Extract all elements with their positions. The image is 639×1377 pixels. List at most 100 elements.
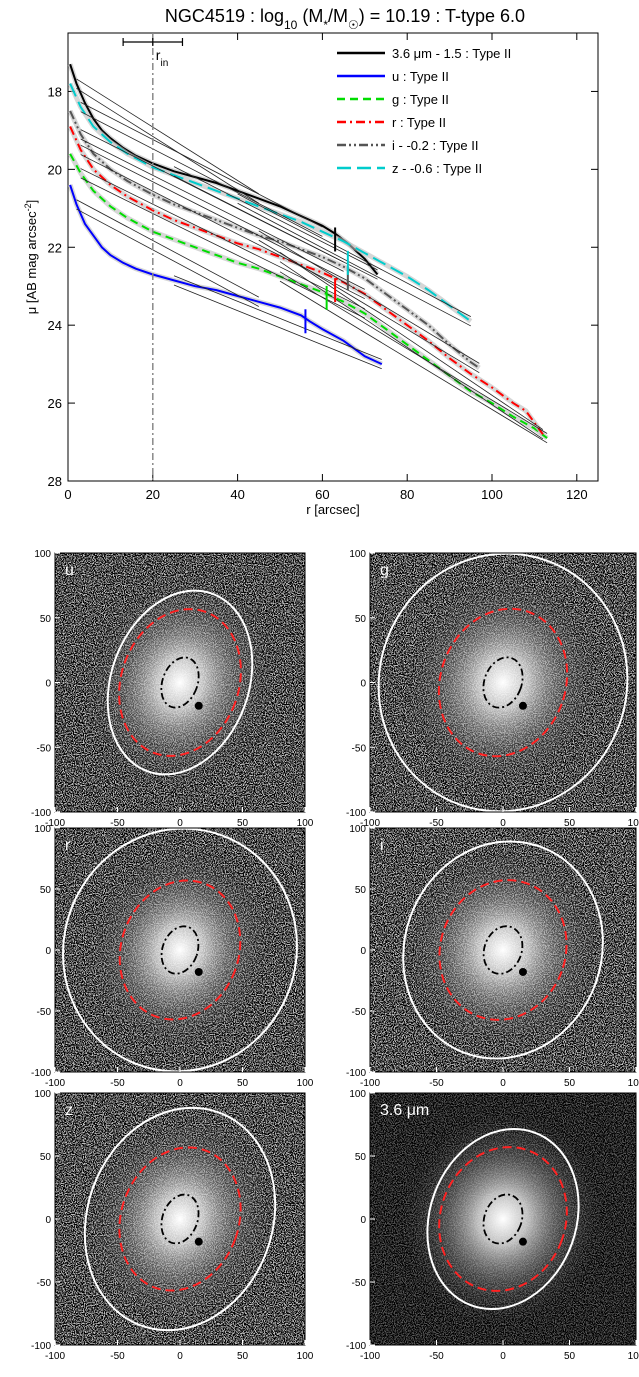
- x-axis-label: r [arcsec]: [306, 502, 359, 517]
- panel-x-tick-label: -100: [360, 1078, 380, 1089]
- fit-line: [76, 199, 259, 298]
- outer-ellipse: [426, 1128, 580, 1310]
- panel-x-tick-label: 50: [237, 818, 249, 829]
- fit-line: [279, 280, 548, 444]
- panel-y-tick-label: 50: [355, 1152, 367, 1163]
- panel-y-tick-label: 50: [355, 885, 367, 896]
- panel-x-tick-label: -50: [429, 1078, 444, 1089]
- panel-y-tick-label: 0: [45, 679, 51, 690]
- panel-x-tick-label: -100: [360, 818, 380, 829]
- masked-star: [518, 967, 527, 976]
- panel-y-tick-label: 100: [349, 549, 366, 560]
- panel-y-tick-label: 0: [45, 946, 51, 957]
- panel-y-tick-label: -100: [346, 808, 366, 819]
- fit-line: [279, 251, 544, 430]
- image-panel-4: z -100 -50 0 50 100 100 50 0 -50 -100: [31, 1089, 314, 1362]
- panel-y-tick-label: 0: [360, 679, 366, 690]
- panel-x-tick-label: 0: [177, 1351, 183, 1362]
- panel-y-tick-label: 100: [34, 824, 51, 835]
- panel-x-tick-label: 0: [177, 818, 183, 829]
- break-ellipse: [438, 1146, 568, 1292]
- rin-ellipse: [160, 925, 200, 975]
- y-axis-ticks: 18 20 22 24 26 28: [48, 84, 598, 489]
- panel-band-label: i: [380, 837, 384, 854]
- panel-y-tick-label: -100: [346, 1341, 366, 1352]
- x-tick-label: 120: [566, 487, 588, 502]
- panel-x-tick-label: -100: [45, 1078, 65, 1089]
- fit-line: [76, 87, 260, 204]
- rin-marker: rin: [122, 33, 184, 481]
- y-tick-label: 20: [48, 162, 62, 177]
- panel-x-tick-label: -100: [45, 1351, 65, 1362]
- fit-line: [237, 193, 471, 317]
- panel-x-tick-label: -50: [110, 1078, 125, 1089]
- profile-error-band: [67, 152, 549, 441]
- fit-line: [237, 202, 471, 327]
- x-tick-label: 80: [400, 487, 414, 502]
- panel-x-tick-label: -50: [110, 818, 125, 829]
- legend-label: g : Type II: [392, 92, 449, 107]
- panel-x-tick-label: 100: [628, 818, 639, 829]
- series-line-4: [69, 110, 480, 369]
- legend-label: z - -0.6 : Type II: [392, 161, 482, 176]
- outer-ellipse: [83, 1106, 277, 1332]
- rin-ellipse: [160, 1193, 200, 1245]
- fit-line: [258, 239, 480, 374]
- fit-line: [80, 129, 344, 263]
- panel-x-tick-label: 0: [500, 1078, 506, 1089]
- panel-y-tick-label: 0: [360, 946, 366, 957]
- fit-line: [279, 271, 548, 434]
- break-ellipse: [118, 608, 242, 757]
- panel-y-tick-label: 0: [360, 1215, 366, 1226]
- masked-star: [518, 1237, 527, 1246]
- panel-y-tick-label: -50: [352, 1278, 367, 1289]
- y-tick-label: 26: [48, 396, 62, 411]
- y-tick-label: 18: [48, 84, 62, 99]
- panel-y-tick-label: 100: [34, 549, 51, 560]
- galaxy-glow: [402, 846, 604, 1054]
- image-panels: u -100 -50 0 50 100 100 50 0 -50 -100 g -100 -50 0 50 10…: [31, 549, 639, 1362]
- fit-line: [76, 78, 260, 195]
- fit-line: [173, 275, 382, 360]
- fit-line: [80, 144, 365, 290]
- fit-line: [80, 168, 365, 310]
- image-panel-5: 3.6 μm -100 -50 0 50 100 100 50 0 -50 -100: [346, 1089, 639, 1362]
- x-tick-label: 20: [146, 487, 160, 502]
- panel-x-tick-label: -100: [45, 818, 65, 829]
- outer-ellipse: [377, 553, 629, 812]
- plot-frame: [67, 32, 599, 482]
- panel-x-tick-label: 50: [237, 1351, 249, 1362]
- image-panel-0: u -100 -50 0 50 100 100 50 0 -50 -100: [31, 549, 314, 829]
- series-line-5: [69, 83, 472, 323]
- image-panel-3: i -100 -50 0 50 100 100 50 0 -50 -100: [346, 824, 639, 1089]
- x-tick-label: 60: [315, 487, 329, 502]
- galaxy-glow: [85, 847, 275, 1053]
- panel-band-label: g: [380, 562, 389, 579]
- fit-line: [258, 230, 480, 364]
- panel-x-tick-label: -50: [429, 818, 444, 829]
- fit-line: [80, 154, 365, 300]
- x-tick-label: 40: [230, 487, 244, 502]
- panel-y-tick-label: 100: [34, 1089, 51, 1100]
- panel-x-tick-label: 50: [564, 818, 576, 829]
- panel-band-label: 3.6 μm: [380, 1102, 429, 1119]
- panel-y-tick-label: 50: [355, 614, 367, 625]
- panel-y-tick-label: -100: [31, 808, 51, 819]
- galaxy-glow: [401, 573, 605, 792]
- panel-x-tick-label: 0: [500, 818, 506, 829]
- fit-line: [173, 166, 378, 271]
- panel-y-tick-label: -50: [352, 743, 367, 754]
- panel-x-tick-label: 100: [297, 1351, 314, 1362]
- panel-x-tick-label: 50: [564, 1078, 576, 1089]
- x-tick-label: 100: [481, 487, 503, 502]
- fit-line: [80, 101, 323, 228]
- galaxy-glow: [402, 1112, 604, 1326]
- panel-x-tick-label: 0: [500, 1351, 506, 1362]
- fit-line: [80, 138, 344, 272]
- rin-ellipse: [160, 656, 200, 709]
- break-ellipse: [118, 1146, 242, 1292]
- masked-star: [194, 967, 203, 976]
- image-panel-1: g -100 -50 0 50 100 100 50 0 -50 -100: [346, 549, 639, 829]
- panel-y-tick-label: -50: [37, 1278, 52, 1289]
